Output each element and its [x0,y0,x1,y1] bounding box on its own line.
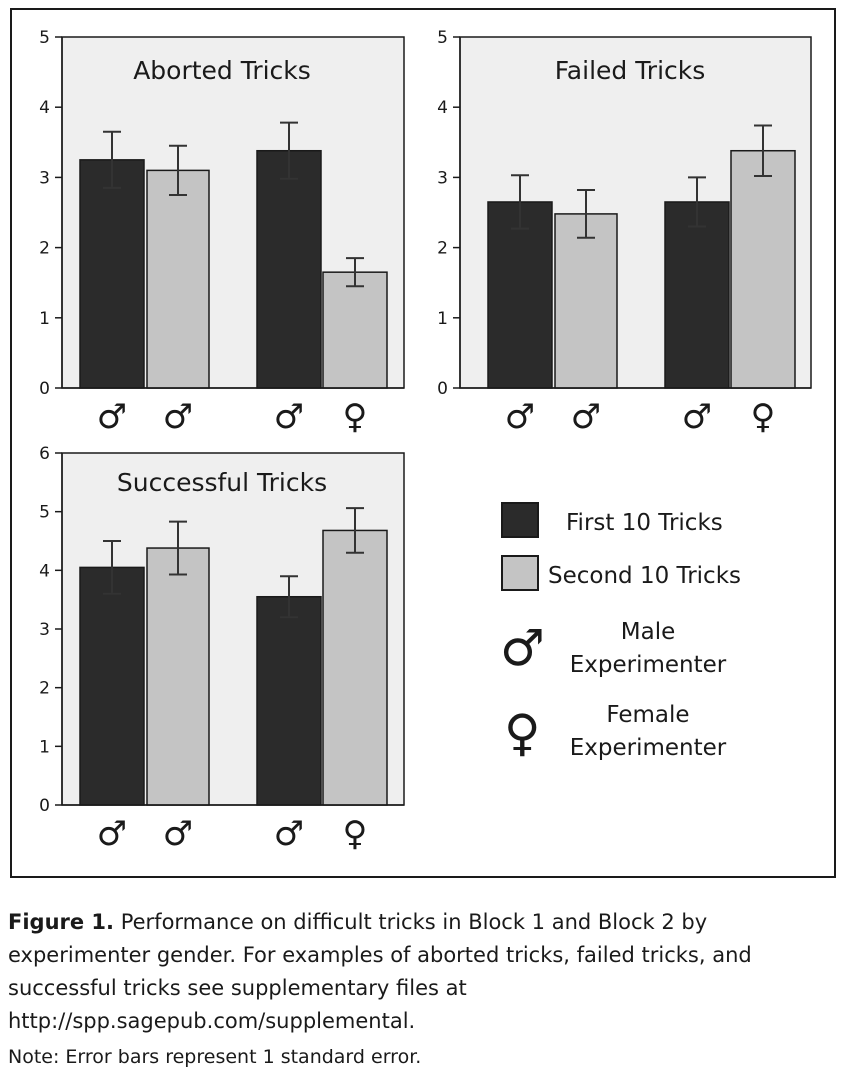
legend-swatch-second [501,555,539,591]
bar [256,595,322,806]
legend-label-second: Second 10 Tricks [548,563,741,589]
bar [79,159,145,389]
y-tick-label: 0 [39,796,50,816]
bar [664,201,730,389]
male-symbol-icon: ♂ [505,397,535,437]
chart-title: Failed Tricks [555,56,706,85]
female-symbol-icon: ♀ [751,397,776,437]
legend-male-line2: Experimenter [570,652,727,678]
bar [487,201,553,389]
bar [554,213,618,389]
male-symbol-icon: ♂ [97,397,127,437]
chart-title: Aborted Tricks [133,56,311,85]
male-symbol-icon: ♂ [274,397,304,437]
legend-female-line2: Experimenter [570,735,727,761]
legend: First 10 Tricks Second 10 Tricks ♂ Male … [500,502,741,762]
caption-note: Note: Error bars represent 1 standard er… [8,1046,422,1068]
bar [322,271,388,389]
chart-panel-2: 0 1 2 3 4 5 Failed Tricks ♂ ♂ ♂ ♀ [437,28,812,437]
male-symbol-icon: ♂ [571,397,601,437]
chart-panel-3: 0 1 2 3 4 5 6 Successful Tricks ♂ ♂ ♂ ♀ [39,444,405,854]
y-tick-label: 5 [39,28,50,48]
y-tick-label: 2 [39,239,50,259]
figure-caption: Figure 1. Performance on difficult trick… [8,906,840,1038]
male-symbol-icon: ♂ [163,814,193,854]
caption-text: Performance on difficult tricks in Block… [8,910,752,1033]
y-tick-label: 5 [39,503,50,523]
y-tick-label: 2 [39,679,50,699]
y-tick-label: 1 [437,309,448,329]
y-tick-label: 1 [39,737,50,757]
y-tick-label: 4 [39,561,50,581]
male-symbol-icon: ♂ [97,814,127,854]
y-tick-label: 0 [39,379,50,399]
male-symbol-icon: ♂ [500,619,545,677]
y-tick-label: 3 [39,620,50,640]
legend-female-line1: Female [606,702,689,728]
male-symbol-icon: ♂ [163,397,193,437]
y-tick-label: 0 [437,379,448,399]
y-tick-label: 1 [39,309,50,329]
legend-label-first: First 10 Tricks [566,510,723,536]
bar [146,547,210,806]
y-tick-label: 5 [437,28,448,48]
y-tick-label: 6 [39,444,50,464]
y-tick-label: 3 [437,168,448,188]
female-symbol-icon: ♀ [504,704,541,762]
male-symbol-icon: ♂ [682,397,712,437]
legend-swatch-first [501,502,539,538]
male-symbol-icon: ♂ [274,814,304,854]
y-tick-label: 2 [437,239,448,259]
chart-panel-1: 0 1 2 3 4 5 Aborted Tricks ♂ ♂ ♂ ♀ [39,28,405,437]
bar [322,529,388,806]
female-symbol-icon: ♀ [343,814,368,854]
caption-label: Figure 1. [8,910,115,934]
y-tick-label: 3 [39,168,50,188]
bar [256,149,322,389]
figure-svg: 0 1 2 3 4 5 Aborted Tricks ♂ ♂ ♂ ♀ 0 1 2 3 4 5 Failed Tri… [39,28,812,854]
bar [79,566,145,806]
y-tick-label: 4 [39,98,50,118]
bar [730,149,796,389]
legend-male-line1: Male [621,619,675,645]
female-symbol-icon: ♀ [343,397,368,437]
bar [146,169,210,389]
y-tick-label: 4 [437,98,448,118]
chart-title: Successful Tricks [117,468,327,497]
